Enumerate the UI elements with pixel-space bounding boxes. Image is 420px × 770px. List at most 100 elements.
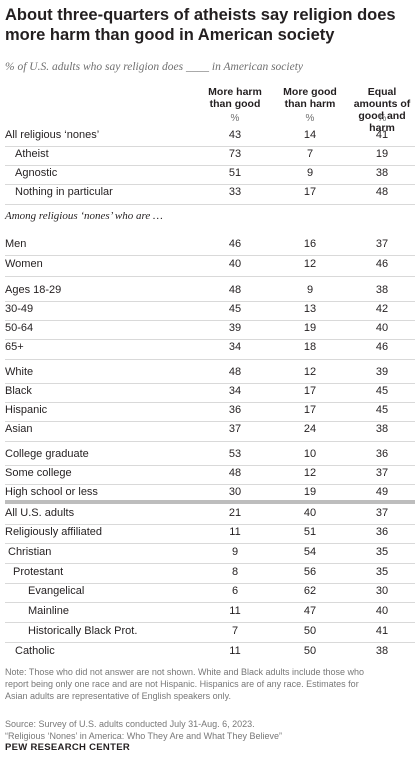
row-separator [5, 255, 415, 256]
row-label: Religiously affiliated [5, 526, 103, 538]
row-separator [5, 583, 415, 584]
column-header-more-harm: More harm than good [208, 86, 262, 110]
cell-value: 19 [303, 486, 317, 498]
brand-label: PEW RESEARCH CENTER [5, 742, 130, 753]
cell-value: 30 [375, 585, 389, 597]
table-row: Men 46 16 37 [0, 238, 420, 256]
table-row: Evangelical 6 62 30 [0, 585, 420, 603]
cell-value: 48 [228, 366, 242, 378]
row-separator [5, 146, 415, 147]
row-separator [5, 441, 415, 442]
cell-value: 6 [231, 585, 239, 597]
table-row: Religiously affiliated 11 51 36 [0, 526, 420, 544]
row-separator [5, 204, 415, 205]
cell-value: 51 [303, 526, 317, 538]
cell-value: 49 [375, 486, 389, 498]
column-header-more-good: More good than harm [283, 86, 337, 110]
cell-value: 48 [375, 186, 389, 198]
cell-value: 12 [303, 366, 317, 378]
cell-value: 17 [303, 186, 317, 198]
cell-value: 9 [231, 546, 239, 558]
cell-value: 39 [375, 366, 389, 378]
cell-value: 13 [303, 303, 317, 315]
row-separator [5, 602, 415, 603]
footnote: Note: Those who did not answer are not s… [5, 666, 415, 702]
row-label: 65+ [5, 341, 24, 353]
source-line: “Religious ‘Nones’ in America: Who They … [5, 731, 282, 741]
cell-value: 7 [231, 625, 239, 637]
chart-title: About three-quarters of atheists say rel… [5, 6, 396, 44]
cell-value: 12 [303, 258, 317, 270]
cell-value: 7 [306, 148, 314, 160]
section-divider [5, 500, 415, 504]
cell-value: 36 [375, 448, 389, 460]
row-separator [5, 524, 415, 525]
cell-value: 16 [303, 238, 317, 250]
table-row: Mainline 11 47 40 [0, 605, 420, 623]
cell-value: 17 [303, 385, 317, 397]
row-separator [5, 276, 415, 277]
row-label: Black [5, 385, 32, 397]
table-row: 65+ 34 18 46 [0, 341, 420, 359]
cell-value: 41 [375, 625, 389, 637]
table-row: All religious ‘nones’ 43 14 41 [0, 129, 420, 147]
cell-value: 50 [303, 645, 317, 657]
row-label: All U.S. adults [5, 507, 75, 519]
row-separator [5, 383, 415, 384]
table-row: Catholic 11 50 38 [0, 645, 420, 663]
cell-value: 36 [375, 526, 389, 538]
cell-value: 46 [375, 258, 389, 270]
row-label: Historically Black Prot. [28, 625, 138, 637]
cell-value: 34 [228, 385, 242, 397]
note-line: Asian adults are representative of Engli… [5, 691, 231, 701]
cell-value: 19 [303, 322, 317, 334]
cell-value: 37 [228, 423, 242, 435]
cell-value: 48 [228, 284, 242, 296]
cell-value: 56 [303, 566, 317, 578]
cell-value: 43 [228, 129, 242, 141]
cell-value: 37 [375, 507, 389, 519]
row-label: Ages 18-29 [5, 284, 62, 296]
unit-label: % [377, 113, 387, 124]
row-separator [5, 421, 415, 422]
cell-value: 21 [228, 507, 242, 519]
row-separator [5, 301, 415, 302]
cell-value: 42 [375, 303, 389, 315]
cell-value: 9 [306, 167, 314, 179]
table-row: Hispanic 36 17 45 [0, 404, 420, 422]
cell-value: 53 [228, 448, 242, 460]
table-row: 50-64 39 19 40 [0, 322, 420, 340]
cell-value: 46 [228, 238, 242, 250]
table-row: Christian 9 54 35 [0, 546, 420, 564]
cell-value: 54 [303, 546, 317, 558]
cell-value: 11 [229, 526, 241, 538]
row-label: Mainline [28, 605, 69, 617]
row-label: All religious ‘nones’ [5, 129, 100, 141]
table-row: Ages 18-29 48 9 38 [0, 284, 420, 302]
row-label: Agnostic [15, 167, 58, 179]
row-separator [5, 339, 415, 340]
cell-value: 45 [228, 303, 242, 315]
cell-value: 40 [303, 507, 317, 519]
row-label: Catholic [15, 645, 55, 657]
table-row: Black 34 17 45 [0, 385, 420, 403]
row-separator [5, 622, 415, 623]
table-row: Nothing in particular 33 17 48 [0, 186, 420, 204]
row-separator [5, 165, 415, 166]
table-row: College graduate 53 10 36 [0, 448, 420, 466]
cell-value: 62 [303, 585, 317, 597]
row-label: Nothing in particular [15, 186, 113, 198]
row-separator [5, 184, 415, 185]
row-separator [5, 543, 415, 544]
table-row: Historically Black Prot. 7 50 41 [0, 625, 420, 643]
row-separator [5, 484, 415, 485]
cell-value: 46 [375, 341, 389, 353]
row-label: 50-64 [5, 322, 34, 334]
cell-value: 40 [375, 605, 389, 617]
cell-value: 11 [229, 645, 241, 657]
cell-value: 10 [303, 448, 317, 460]
row-label: 30-49 [5, 303, 34, 315]
cell-value: 11 [229, 605, 241, 617]
row-separator [5, 642, 415, 643]
